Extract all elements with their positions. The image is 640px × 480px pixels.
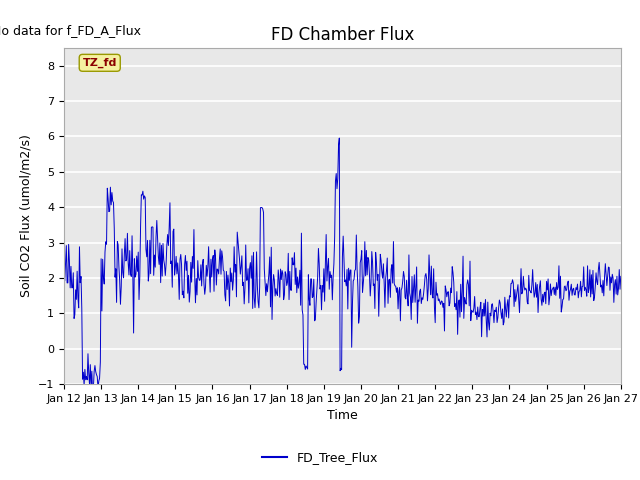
X-axis label: Time: Time — [327, 409, 358, 422]
Title: FD Chamber Flux: FD Chamber Flux — [271, 25, 414, 44]
Legend: FD_Tree_Flux: FD_Tree_Flux — [257, 446, 383, 469]
Y-axis label: Soil CO2 Flux (umol/m2/s): Soil CO2 Flux (umol/m2/s) — [19, 134, 33, 298]
Text: TZ_fd: TZ_fd — [83, 58, 117, 68]
Text: No data for f_FD_A_Flux: No data for f_FD_A_Flux — [0, 24, 141, 37]
